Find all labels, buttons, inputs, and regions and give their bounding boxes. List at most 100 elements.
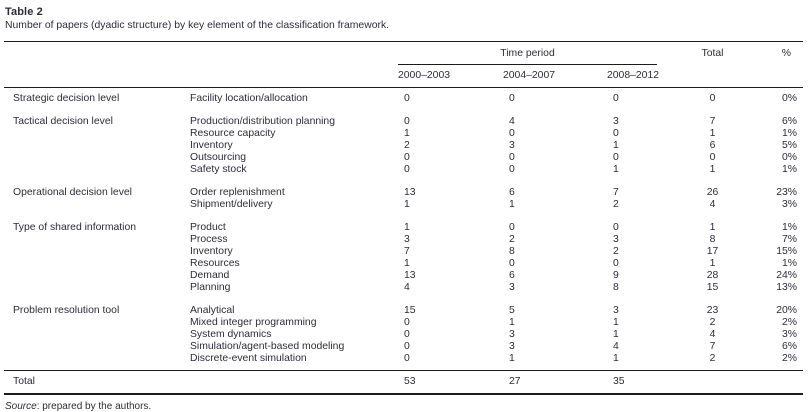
table-row: Problem resolution tool Analytical 15 5 … [4, 305, 803, 317]
value-cell: 0 [613, 93, 619, 104]
header-empty-cell [740, 65, 804, 88]
row-spacer [4, 211, 803, 222]
col-header-period-3: 2008–2012 [607, 65, 686, 88]
total-cell: 8 [709, 234, 716, 245]
total-row-label: Total [4, 370, 190, 395]
value-cell: 0 [404, 353, 410, 364]
table-row: Planning 4 3 8 15 13% [4, 282, 803, 294]
element-cell: Safety stock [190, 164, 247, 175]
value-cell: 3 [613, 305, 619, 316]
total-value-cell: 35 [607, 370, 686, 395]
total-cell: 0 [709, 152, 716, 163]
value-cell: 0 [613, 128, 619, 139]
element-cell: Discrete-event simulation [190, 353, 307, 364]
value-cell: 7 [613, 187, 619, 198]
row-spacer [4, 105, 803, 116]
element-cell: Analytical [190, 305, 235, 316]
percent-cell: 3% [782, 329, 798, 340]
value-cell: 0 [613, 152, 619, 163]
value-cell: 1 [613, 317, 619, 328]
percent-cell: 1% [782, 164, 798, 175]
value-cell: 0 [509, 128, 515, 139]
table-row: Mixed integer programming 0 1 1 2 2% [4, 317, 803, 329]
element-cell: System dynamics [190, 329, 272, 340]
total-cell: 6 [709, 140, 716, 151]
table-header: Time period Total % 2000–2003 2004–2007 … [4, 41, 804, 88]
value-cell: 2 [613, 246, 619, 257]
value-cell: 2 [404, 140, 410, 151]
header-empty-cell [685, 65, 741, 88]
total-cell: 1 [709, 164, 716, 175]
total-cell: 2 [709, 317, 716, 328]
table-row: Shipment/delivery 1 1 2 4 3% [4, 199, 803, 211]
value-cell: 0 [509, 222, 515, 233]
total-cell: 28 [706, 270, 719, 281]
value-cell: 3 [613, 234, 619, 245]
value-cell: 1 [404, 258, 410, 269]
row-spacer [4, 294, 803, 305]
header-empty-cell [4, 41, 398, 65]
value-cell: 1 [509, 317, 515, 328]
table-row: System dynamics 0 3 1 4 3% [4, 329, 803, 341]
value-cell: 1 [404, 199, 410, 210]
value-cell: 0 [404, 329, 410, 340]
table-row: Resources 1 0 0 1 1% [4, 258, 803, 270]
value-cell: 6 [509, 187, 515, 198]
col-header-total: Total [685, 41, 741, 65]
total-cell: 1 [709, 128, 716, 139]
percent-cell: 6% [782, 116, 798, 127]
value-cell: 4 [613, 341, 619, 352]
value-cell: 3 [509, 140, 515, 151]
col-header-period-1: 2000–2003 [398, 65, 503, 88]
category-cell: Operational decision level [13, 187, 132, 198]
category-cell: Tactical decision level [13, 116, 113, 127]
papers-table: Time period Total % 2000–2003 2004–2007 … [4, 41, 804, 395]
percent-cell: 2% [782, 317, 798, 328]
value-cell: 1 [404, 222, 410, 233]
element-cell: Inventory [190, 140, 233, 151]
element-cell: Facility location/allocation [190, 93, 308, 104]
value-cell: 1 [509, 199, 515, 210]
table-caption: Number of papers (dyadic structure) by k… [5, 20, 390, 31]
element-cell: Planning [190, 282, 231, 293]
percent-cell: 1% [782, 222, 798, 233]
value-cell: 1 [613, 329, 619, 340]
time-period-label: Time period [398, 48, 658, 65]
percent-cell: 1% [782, 258, 798, 269]
category-cell: Type of shared information [13, 222, 137, 233]
value-cell: 7 [404, 246, 410, 257]
table-row: Strategic decision level Facility locati… [4, 93, 803, 105]
percent-cell: 5% [782, 140, 798, 151]
value-cell: 9 [613, 270, 619, 281]
value-cell: 0 [404, 116, 410, 127]
total-cell: 0 [709, 93, 716, 104]
total-cell: 4 [709, 199, 716, 210]
value-cell: 0 [404, 152, 410, 163]
value-cell: 0 [613, 222, 619, 233]
time-period-header: Time period [398, 41, 686, 65]
total-cell: 7 [709, 116, 716, 127]
value-cell: 1 [613, 353, 619, 364]
element-cell: Product [190, 222, 226, 233]
element-cell: Resource capacity [190, 128, 276, 139]
col-header-percent: % [740, 41, 804, 65]
percent-cell: 0% [782, 152, 798, 163]
category-cell: Strategic decision level [13, 93, 120, 104]
total-row: Total 53 27 35 [4, 370, 804, 395]
element-cell: Simulation/agent-based modeling [190, 341, 345, 352]
percent-cell: 6% [782, 341, 798, 352]
value-cell: 4 [509, 116, 515, 127]
value-cell: 0 [404, 341, 410, 352]
value-cell: 6 [509, 270, 515, 281]
table-row: Resource capacity 1 0 0 1 1% [4, 128, 803, 140]
total-value-cell: 27 [503, 370, 607, 395]
value-cell: 1 [509, 353, 515, 364]
value-cell: 3 [404, 234, 410, 245]
value-cell: 2 [509, 234, 515, 245]
total-cell: 26 [706, 187, 719, 198]
total-cell: 2 [709, 353, 716, 364]
table-row: Discrete-event simulation 0 1 1 2 2% [4, 353, 803, 365]
total-cell: 23 [706, 305, 719, 316]
value-cell: 8 [509, 246, 515, 257]
